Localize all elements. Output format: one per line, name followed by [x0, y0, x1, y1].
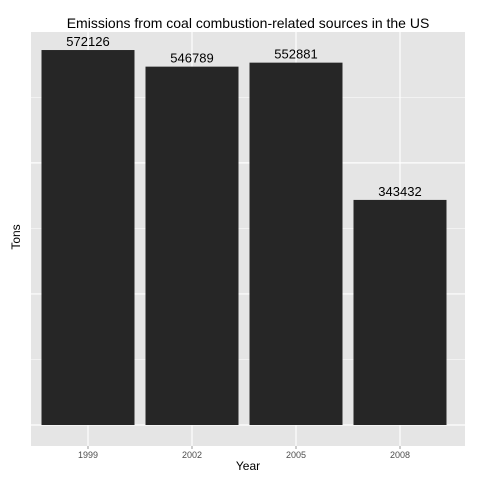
x-tick-label-2008: 2008 [390, 450, 410, 460]
x-tick-label-2002: 2002 [182, 450, 202, 460]
bar-2008 [353, 199, 447, 425]
bar-1999 [41, 50, 135, 426]
y-axis-title: Tons [9, 224, 23, 249]
x-tick-label-1999: 1999 [78, 450, 98, 460]
chart-title: Emissions from coal combustion-related s… [67, 15, 430, 31]
data-label-1999: 572126 [66, 34, 109, 49]
x-axis-ticks: 1999 2002 2005 2008 [78, 446, 410, 460]
data-label-2005: 552881 [274, 47, 317, 62]
bars [41, 50, 447, 426]
x-tick-label-2005: 2005 [286, 450, 306, 460]
data-label-2002: 546789 [170, 51, 213, 66]
x-axis-title: Year [236, 459, 260, 473]
data-label-2008: 343432 [378, 184, 421, 199]
bar-2005 [249, 62, 343, 426]
data-labels: 572126 546789 552881 343432 [66, 34, 421, 199]
bar-2002 [145, 66, 239, 425]
